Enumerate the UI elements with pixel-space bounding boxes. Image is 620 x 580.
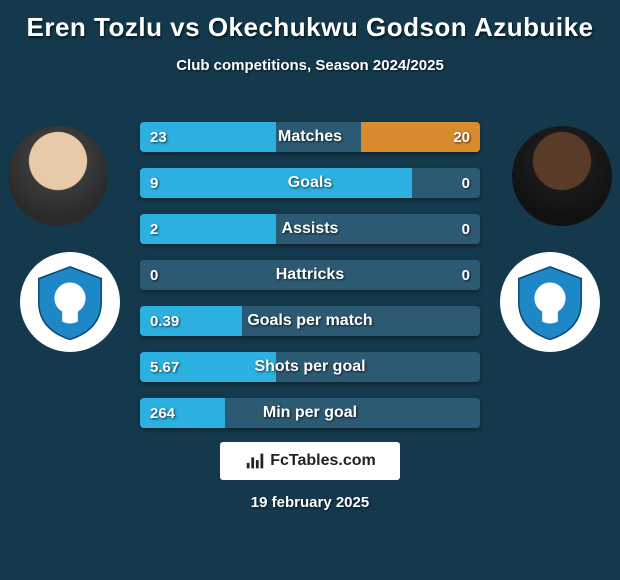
footer-date: 19 february 2025	[0, 494, 620, 511]
stat-label: Min per goal	[140, 398, 480, 428]
stat-label: Goals	[140, 168, 480, 198]
shield-icon	[511, 263, 589, 341]
brand-text: FcTables.com	[270, 452, 376, 470]
stat-label: Shots per goal	[140, 352, 480, 382]
shield-icon	[31, 263, 109, 341]
stat-row: 20Assists	[140, 214, 480, 244]
stat-row: 5.67Shots per goal	[140, 352, 480, 382]
chart-icon	[244, 450, 266, 472]
stat-label: Hattricks	[140, 260, 480, 290]
player2-club-badge	[500, 252, 600, 352]
player1-avatar	[8, 126, 108, 226]
stat-label: Assists	[140, 214, 480, 244]
player2-avatar	[512, 126, 612, 226]
stat-row: 00Hattricks	[140, 260, 480, 290]
stats-bars: 2320Matches 90Goals 20Assists 00Hattricks 0.…	[140, 122, 480, 444]
brand-badge: FcTables.com	[220, 442, 400, 480]
stat-row: 90Goals	[140, 168, 480, 198]
comparison-card: Eren Tozlu vs Okechukwu Godson Azubuike …	[0, 0, 620, 580]
page-title: Eren Tozlu vs Okechukwu Godson Azubuike	[8, 12, 612, 43]
stat-label: Goals per match	[140, 306, 480, 336]
stat-row: 264Min per goal	[140, 398, 480, 428]
stat-row: 2320Matches	[140, 122, 480, 152]
stat-row: 0.39Goals per match	[140, 306, 480, 336]
player1-club-badge	[20, 252, 120, 352]
subtitle: Club competitions, Season 2024/2025	[8, 57, 612, 74]
stat-label: Matches	[140, 122, 480, 152]
